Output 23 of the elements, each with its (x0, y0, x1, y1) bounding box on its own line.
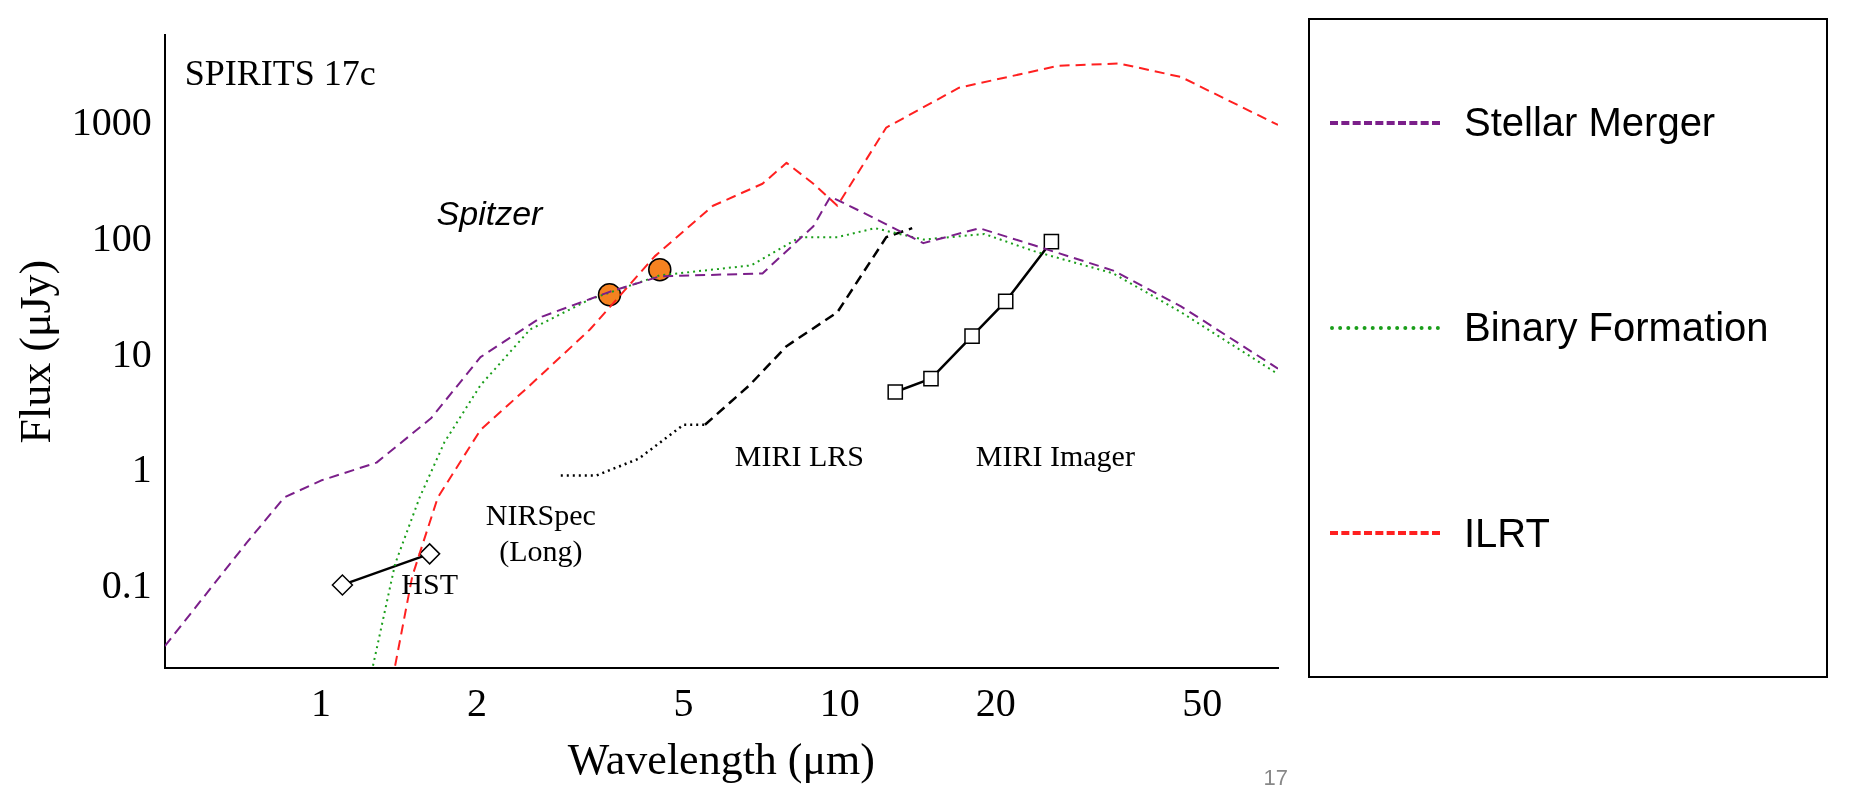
x-tick-label: 20 (975, 679, 1016, 725)
legend-label: Binary Formation (1464, 305, 1769, 351)
x-tick-label: 1 (310, 679, 331, 725)
annotation: HST (401, 566, 458, 600)
x-tick-label: 2 (467, 679, 488, 725)
x-tick-label: 50 (1182, 679, 1223, 725)
x-tick-label: 5 (673, 679, 694, 725)
x-axis-title: Wavelength (μm) (567, 735, 875, 785)
text: 17 (1263, 765, 1288, 790)
y-tick-label: 1000 (71, 99, 152, 145)
legend-label: Stellar Merger (1464, 100, 1716, 146)
annotation: SPIRITS 17c (184, 53, 376, 93)
annotation: Spitzer (436, 193, 545, 232)
y-tick-label: 1 (131, 446, 152, 492)
y-tick-label: 0.1 (101, 561, 152, 607)
y-tick-label: 10 (111, 330, 152, 376)
y-tick-label: 100 (91, 215, 152, 261)
annotation: NIRSpec (Long) (485, 498, 596, 569)
legend-label: ILRT (1464, 510, 1550, 556)
annotation: MIRI LRS (734, 438, 864, 472)
x-tick-label: 10 (819, 679, 860, 725)
y-axis-title: Flux (μJy) (10, 259, 60, 444)
annotation: MIRI Imager (975, 438, 1135, 472)
